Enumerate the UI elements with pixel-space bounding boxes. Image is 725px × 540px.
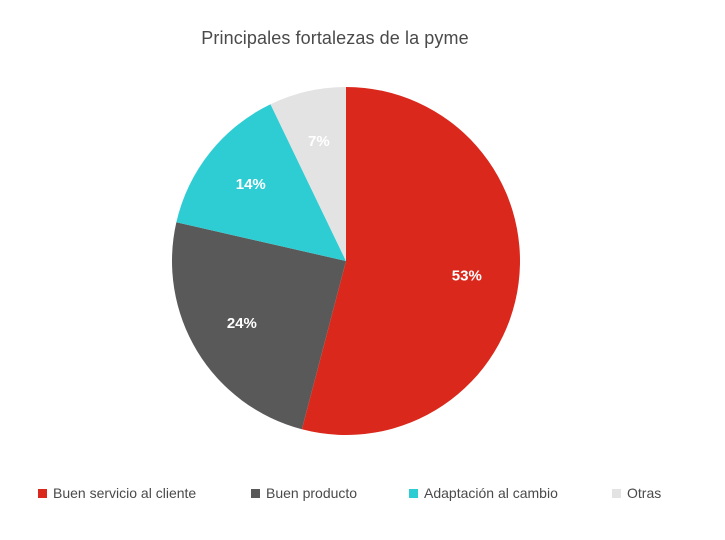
legend-label: Buen servicio al cliente xyxy=(53,485,197,501)
legend-swatch xyxy=(251,488,260,498)
legend-label: Otras xyxy=(627,485,662,501)
pie-slice-otras xyxy=(270,87,346,261)
legend: Buen servicio al cliente Buen producto A… xyxy=(0,485,725,505)
legend-swatch xyxy=(409,488,418,498)
legend-item-buen-producto: Buen producto xyxy=(251,485,357,501)
legend-item-buen-servicio: Buen servicio al cliente xyxy=(38,485,196,501)
pie-slices xyxy=(171,87,521,436)
legend-label: Buen producto xyxy=(266,485,358,501)
pie-data-label: 53% xyxy=(452,268,482,285)
chart-title: Principales fortalezas de la pyme xyxy=(201,28,469,48)
pie-chart: 53% 24% 14% 7% xyxy=(171,87,521,436)
pie-data-labels: 53% 24% 14% 7% xyxy=(227,133,482,332)
pie-slice-adaptación-al-cambio xyxy=(176,104,346,261)
pie-data-label: 7% xyxy=(308,133,330,150)
pie-slice-buen-servicio-al-cliente xyxy=(301,87,521,436)
pie-slice-buen-producto xyxy=(171,222,346,430)
pie-data-label: 14% xyxy=(236,176,266,193)
legend-item-otras: Otras xyxy=(612,485,661,501)
legend-label: Adaptación al cambio xyxy=(424,485,558,501)
legend-item-adaptacion: Adaptación al cambio xyxy=(409,485,558,501)
legend-swatch xyxy=(38,488,47,498)
pie-data-label: 24% xyxy=(227,315,257,332)
legend-swatch xyxy=(612,488,621,498)
